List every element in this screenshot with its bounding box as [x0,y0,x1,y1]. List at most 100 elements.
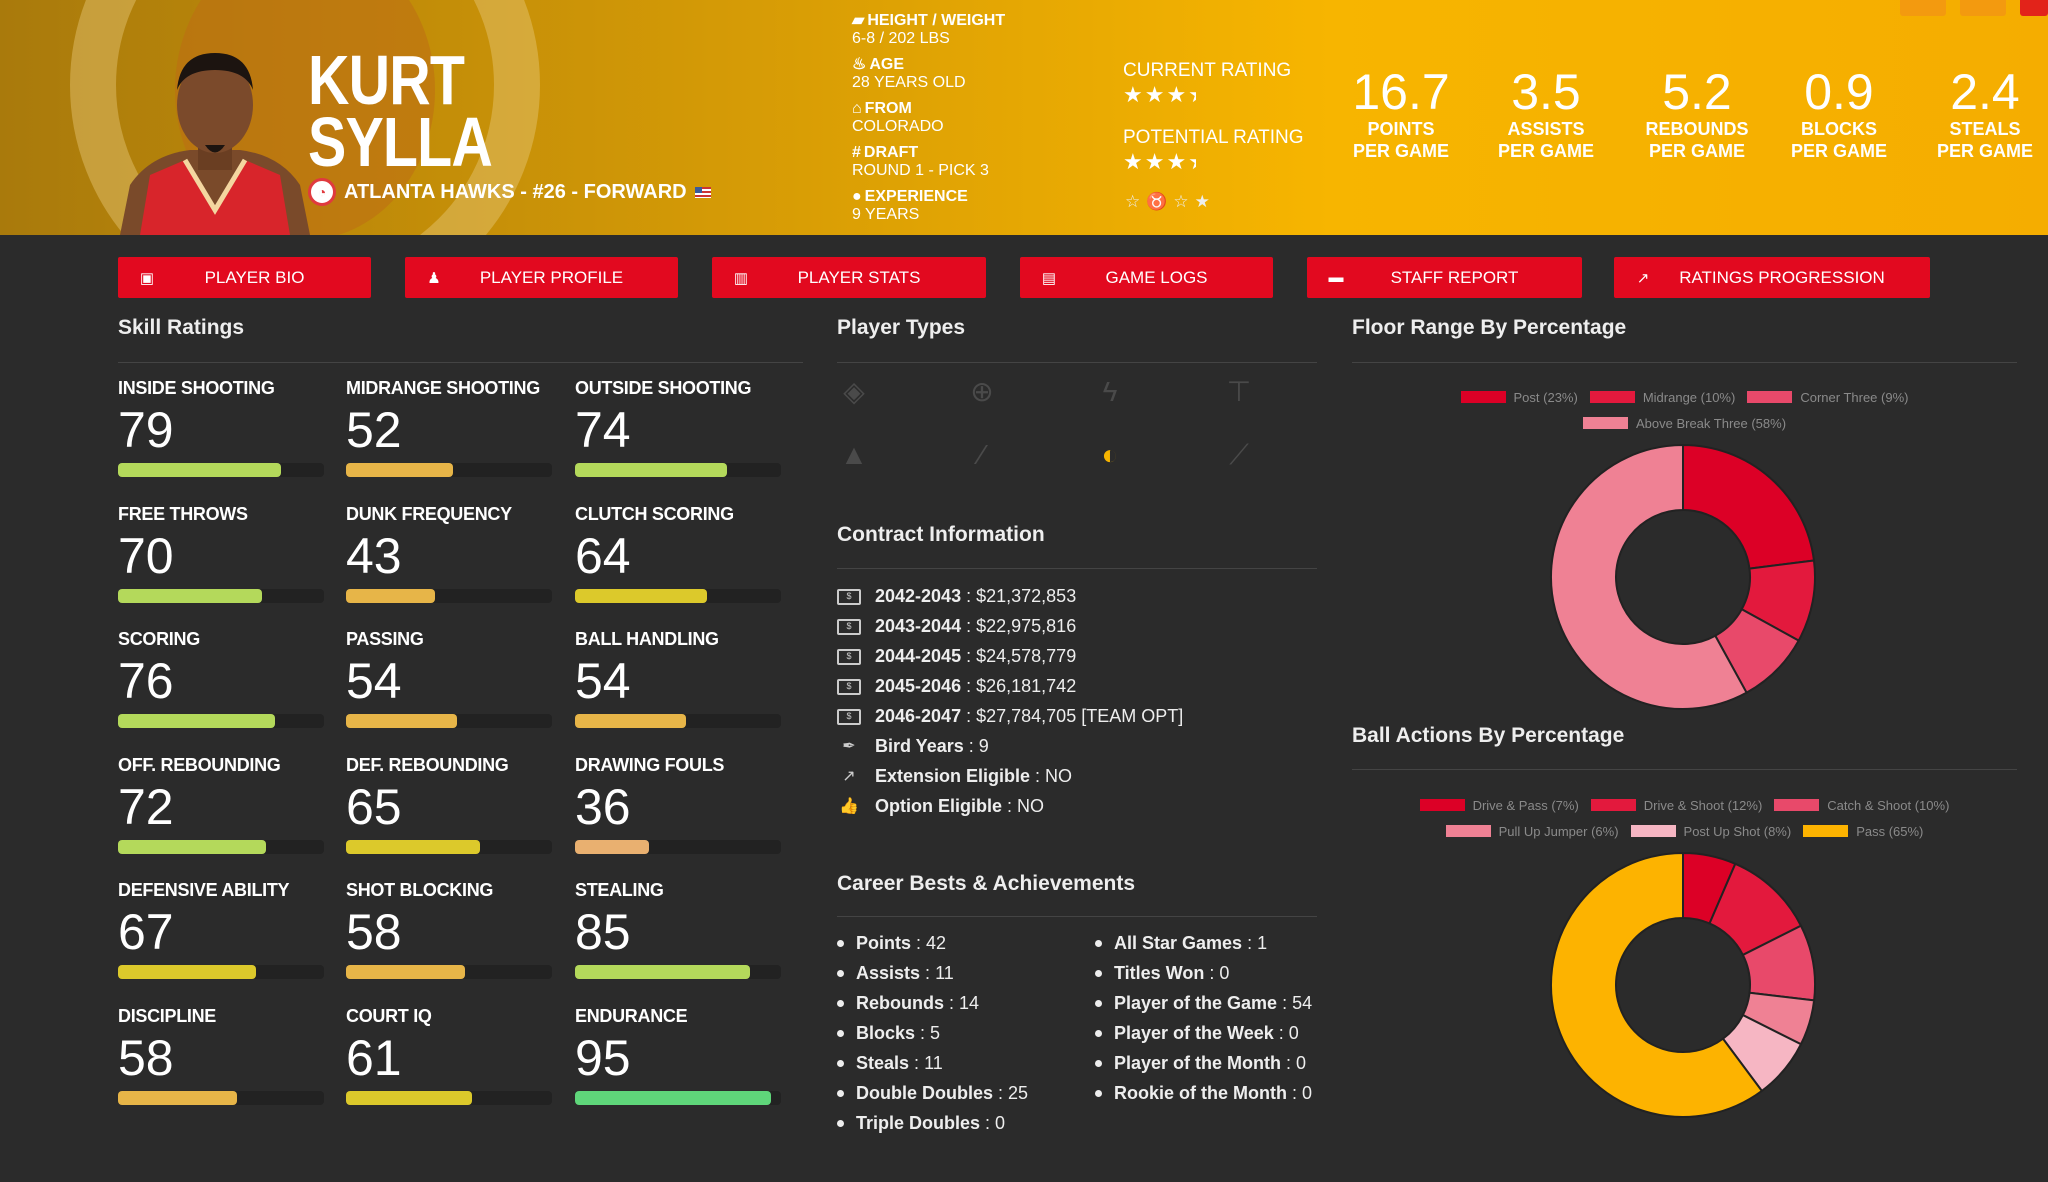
skill-rating: PASSING 54 [346,629,552,728]
header-action-button[interactable] [1900,0,1946,16]
skill-bar-track [118,588,324,603]
skill-bar-fill [118,965,257,979]
career-value: 0 [1296,1053,1307,1073]
current-rating-stars: ★★★★ [1123,82,1196,107]
divider [1352,769,2017,770]
floor-range-donut-chart [1549,443,1816,710]
bio-item: ⌂ FROM COLORADO [852,100,1005,136]
separator: : [980,1113,996,1133]
legend-item[interactable]: Pull Up Jumper (6%) [1445,822,1619,840]
school-icon: ⌂ [852,100,862,117]
career-label: Player of the Month [1114,1053,1282,1073]
crosshairs-icon[interactable]: ⊕ [970,376,994,407]
nav-button-label: STAFF REPORT [1390,267,1519,287]
nav-button-ratings-progression[interactable]: ↗ RATINGS PROGRESSION [1614,257,1930,298]
legend-item[interactable]: Post Up Shot (8%) [1630,822,1791,840]
legend-item[interactable]: Midrange (10%) [1589,388,1735,406]
potential-rating-label: POTENTIAL RATING [1123,127,1304,148]
separator: : [1273,1023,1289,1043]
bolt-icon[interactable]: ϟ [1102,376,1118,407]
career-value: 11 [935,963,954,983]
bullet-icon [1095,940,1102,947]
career-label: Player of the Week [1114,1023,1274,1043]
nav-button-player-profile[interactable]: ♟ PLAYER PROFILE [405,257,678,298]
hashtag-icon: # [852,144,861,161]
donut-slice[interactable] [1682,443,1816,570]
contract-row: 👍 Option Eligible : NO [837,796,1044,817]
legend-swatch [1419,799,1465,811]
separator: : [1277,993,1293,1013]
contract-row: $2043-2044 : $22,975,816 [837,616,1076,637]
skill-bar-track [118,839,324,854]
hawks-logo-icon: ◔ [308,178,336,206]
birthday-cake-icon: ♨ [852,56,867,73]
career-value: 0 [1302,1083,1313,1103]
career-item: Player of the Week : 0 [1095,1023,1299,1044]
hat-wizard-icon[interactable]: ▲ [840,439,868,470]
separator: : [1204,963,1220,983]
donut-slice[interactable] [1549,443,1748,710]
current-rating: CURRENT RATING ★★★★ [1123,60,1291,108]
skill-value: 54 [346,653,402,709]
legend-item[interactable]: Drive & Shoot (12%) [1590,796,1762,814]
feather-icon: ✒ [842,737,856,755]
legend-swatch [1460,391,1506,403]
header-action-button[interactable] [2020,0,2048,16]
skill-bar-fill [346,1090,472,1105]
bio-item: # DRAFT ROUND 1 - PICK 3 [852,144,1005,180]
skill-rating: MIDRANGE SHOOTING 52 [346,378,552,477]
legend-item[interactable]: Pass (65%) [1803,822,1923,840]
ball-actions-title: Ball Actions By Percentage [1352,724,1625,747]
skill-rating: DRAWING FOULS 36 [575,755,781,854]
potential-rating-stars: ★★★★ [1123,149,1196,174]
legend-item[interactable]: Catch & Shoot (10%) [1774,796,1949,814]
shield-icon[interactable]: ◐ [1101,439,1119,470]
separator: : [1281,1053,1297,1073]
skill-bar-fill [575,588,707,603]
bio-label-text: DRAFT [863,144,919,161]
skill-rating: OUTSIDE SHOOTING 74 [575,378,781,477]
money-bill-icon: $ [837,708,861,725]
nav-button-game-logs[interactable]: ▤ GAME LOGS [1020,257,1273,298]
magic-wand-icon[interactable]: ⁄ [979,439,985,470]
nav-button-label: PLAYER BIO [204,267,305,287]
legend-label: Post (23%) [1513,389,1578,405]
bullet-icon [1095,970,1102,977]
legend-item[interactable]: Post (23%) [1460,388,1578,406]
legend-label: Pass (65%) [1856,823,1924,839]
divider [837,568,1317,569]
skill-ratings-title: Skill Ratings [118,316,245,339]
skill-bar-track [118,1090,324,1105]
nav-button-label: PLAYER STATS [797,267,921,287]
star-outline-icon: ☆ [1173,192,1195,211]
skill-label: ENDURANCE [575,1005,688,1026]
skill-bar-fill [346,463,454,477]
legend-swatch [1747,391,1793,403]
bio-item: ♨ AGE 28 YEARS OLD [852,56,1005,92]
broom-icon[interactable]: ⟋ [1229,439,1249,470]
nav-button-player-bio[interactable]: ▣ PLAYER BIO [118,257,371,298]
donut-slice[interactable] [1550,851,1764,1118]
legend-label: Corner Three (9%) [1800,389,1909,405]
legend-item[interactable]: Above Break Three (58%) [1582,414,1786,432]
career-label: Rookie of the Month [1114,1083,1287,1103]
contract-value: $26,181,742 [976,676,1077,696]
legend-item[interactable]: Drive & Pass (7%) [1419,796,1579,814]
skill-label: DEF. REBOUNDING [346,754,509,775]
legend-item[interactable]: Corner Three (9%) [1747,388,1908,406]
stat-label-sub: PER GAME [1497,141,1594,161]
player-bio-info: ▰ HEIGHT / WEIGHT 6-8 / 202 LBS ♨ AGE 28 YEAR… [852,12,1005,232]
bio-value: 9 YEARS [852,206,920,223]
header-action-button[interactable] [1960,0,2006,16]
skill-bar-track [346,714,552,728]
money-bill-icon: $ [837,618,861,635]
skill-label: CLUTCH SCORING [575,503,734,524]
paint-roller-icon[interactable]: ⊤ [1226,376,1252,407]
nav-button-staff-report[interactable]: ▬ STAFF REPORT [1307,257,1582,298]
nav-button-player-stats[interactable]: ▥ PLAYER STATS [712,257,986,298]
bullet-icon [837,1000,844,1007]
skill-label: OUTSIDE SHOOTING [575,378,752,398]
skill-value: 65 [346,778,402,835]
team-line: ◔ ATLANTA HAWKS - #26 - FORWARD [308,178,711,206]
fill-drip-icon[interactable]: ◈ [843,376,865,407]
